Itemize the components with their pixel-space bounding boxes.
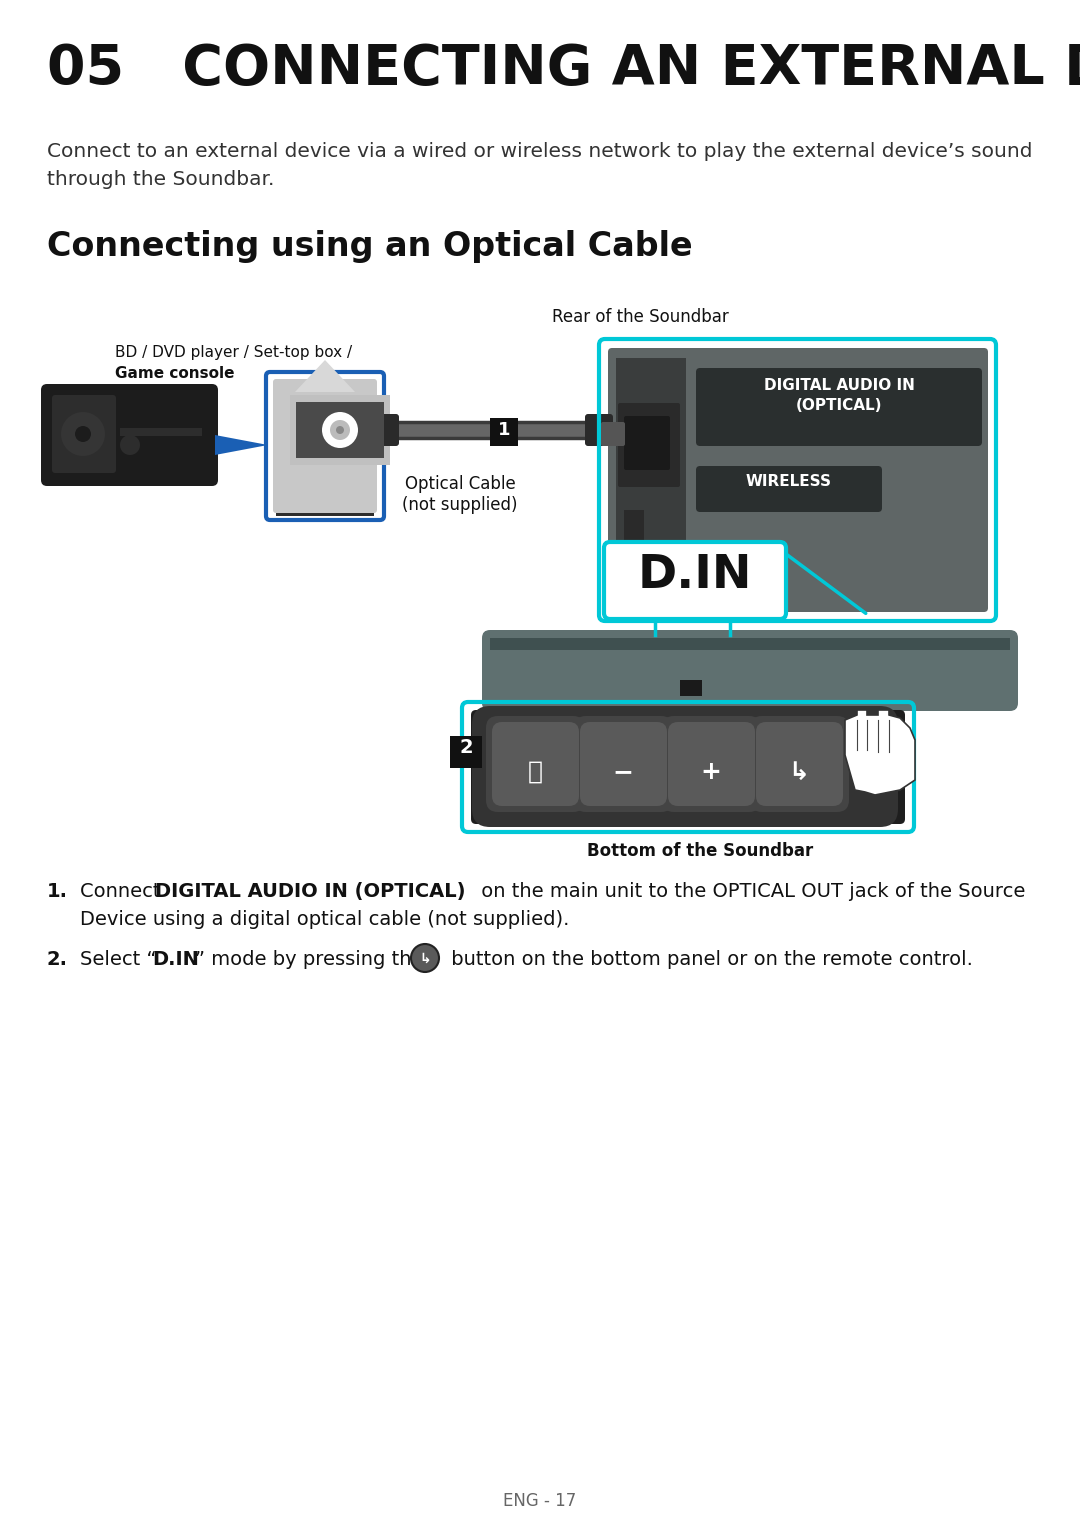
Text: Connect: Connect: [80, 882, 166, 901]
Text: 05   CONNECTING AN EXTERNAL DEVICE: 05 CONNECTING AN EXTERNAL DEVICE: [48, 41, 1080, 97]
Text: 1.: 1.: [48, 882, 68, 901]
FancyBboxPatch shape: [52, 395, 116, 473]
FancyBboxPatch shape: [618, 403, 680, 487]
Text: ⏻: ⏻: [527, 760, 542, 784]
FancyBboxPatch shape: [580, 722, 667, 806]
Text: 2.: 2.: [48, 950, 68, 970]
Text: Rear of the Soundbar: Rear of the Soundbar: [552, 308, 728, 326]
Text: D.IN: D.IN: [638, 553, 753, 597]
Polygon shape: [845, 709, 915, 795]
FancyBboxPatch shape: [585, 414, 613, 446]
FancyBboxPatch shape: [756, 722, 843, 806]
Text: ↳: ↳: [419, 951, 431, 967]
Text: ↳: ↳: [788, 760, 810, 784]
Circle shape: [411, 944, 438, 971]
Text: +: +: [701, 760, 721, 784]
Bar: [490, 418, 518, 446]
Text: on the main unit to the OPTICAL OUT jack of the Source: on the main unit to the OPTICAL OUT jack…: [475, 882, 1025, 901]
Circle shape: [322, 412, 357, 447]
Text: 1: 1: [498, 421, 510, 440]
Bar: [490, 637, 1010, 650]
Polygon shape: [295, 360, 355, 392]
Text: Connect to an external device via a wired or wireless network to play the extern: Connect to an external device via a wire…: [48, 142, 1032, 188]
FancyBboxPatch shape: [608, 348, 988, 611]
Text: ” mode by pressing the: ” mode by pressing the: [195, 950, 423, 970]
Text: Connecting using an Optical Cable: Connecting using an Optical Cable: [48, 230, 692, 264]
Text: DIGITAL AUDIO IN
(OPTICAL): DIGITAL AUDIO IN (OPTICAL): [764, 378, 915, 412]
Text: ENG - 17: ENG - 17: [503, 1492, 577, 1511]
FancyBboxPatch shape: [492, 722, 579, 806]
Text: Bottom of the Soundbar: Bottom of the Soundbar: [586, 843, 813, 859]
Text: button on the bottom panel or on the remote control.: button on the bottom panel or on the rem…: [445, 950, 973, 970]
FancyBboxPatch shape: [669, 722, 755, 806]
FancyBboxPatch shape: [472, 706, 897, 827]
FancyBboxPatch shape: [662, 715, 761, 812]
Text: Select “: Select “: [80, 950, 157, 970]
Bar: [296, 401, 384, 458]
FancyBboxPatch shape: [372, 414, 399, 446]
FancyBboxPatch shape: [486, 715, 585, 812]
FancyBboxPatch shape: [624, 417, 670, 470]
Circle shape: [75, 426, 91, 443]
FancyBboxPatch shape: [573, 715, 673, 812]
Circle shape: [336, 426, 345, 434]
Bar: [680, 680, 702, 696]
FancyBboxPatch shape: [41, 385, 218, 486]
Bar: [450, 735, 482, 768]
Circle shape: [330, 420, 350, 440]
Bar: [120, 427, 202, 437]
Text: D.IN: D.IN: [152, 950, 199, 970]
Text: WIRELESS: WIRELESS: [746, 473, 832, 489]
FancyBboxPatch shape: [696, 466, 882, 512]
Polygon shape: [215, 435, 268, 455]
Circle shape: [120, 435, 140, 455]
Text: Game console: Game console: [114, 366, 234, 381]
Text: OPTICAL OUT: OPTICAL OUT: [279, 499, 372, 513]
FancyBboxPatch shape: [482, 630, 1018, 711]
Text: (not supplied): (not supplied): [402, 496, 517, 515]
FancyBboxPatch shape: [604, 542, 786, 619]
FancyBboxPatch shape: [750, 715, 849, 812]
Bar: [616, 358, 686, 597]
FancyBboxPatch shape: [471, 709, 905, 824]
Text: −: −: [612, 760, 634, 784]
Text: Device using a digital optical cable (not supplied).: Device using a digital optical cable (no…: [80, 910, 569, 928]
FancyBboxPatch shape: [273, 378, 377, 513]
Text: DIGITAL AUDIO IN (OPTICAL): DIGITAL AUDIO IN (OPTICAL): [156, 882, 465, 901]
Bar: [291, 395, 390, 466]
FancyBboxPatch shape: [600, 421, 625, 446]
Text: BD / DVD player / Set-top box /: BD / DVD player / Set-top box /: [114, 345, 352, 360]
Text: 2: 2: [459, 738, 473, 757]
Text: Optical Cable: Optical Cable: [405, 475, 515, 493]
Bar: [624, 510, 644, 565]
Circle shape: [60, 412, 105, 457]
FancyBboxPatch shape: [696, 368, 982, 446]
